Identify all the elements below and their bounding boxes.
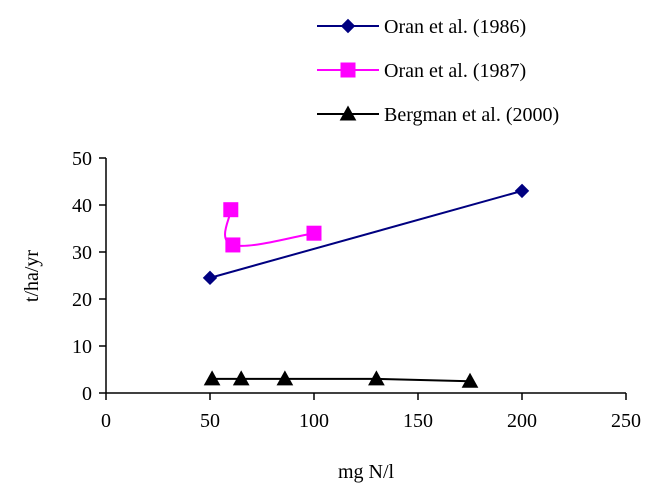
- data-point: [223, 202, 239, 218]
- legend-label: Oran et al. (1986): [384, 16, 526, 38]
- series-line: [209, 189, 523, 279]
- series-lines: [209, 189, 523, 383]
- legend-label: Oran et al. (1987): [384, 60, 526, 82]
- data-point: [306, 225, 322, 241]
- data-point: [202, 270, 218, 286]
- data-point: [514, 183, 530, 199]
- x-tick-label: 200: [507, 410, 537, 432]
- data-point: [276, 370, 294, 386]
- series-line: [212, 377, 471, 383]
- data-point: [368, 370, 385, 386]
- legend-marker: [340, 18, 356, 34]
- y-ticks: 0 10 20 30 40 50: [72, 148, 106, 405]
- data-point: [461, 372, 479, 388]
- x-tick-label: 100: [299, 410, 329, 432]
- y-tick-label: 40: [72, 195, 92, 217]
- series-markers: [202, 183, 530, 388]
- y-tick-label: 20: [72, 289, 92, 311]
- legend: Oran et al. (1986) Oran et al. (1987) Berg…: [317, 16, 559, 126]
- x-tick-label: 50: [200, 410, 220, 432]
- x-axis-label: mg N/l: [338, 461, 395, 483]
- data-point: [232, 370, 250, 386]
- data-point: [203, 370, 221, 386]
- legend-marker: [340, 62, 356, 78]
- x-ticks: 0 50 100 150 200 250: [101, 393, 641, 432]
- y-axis-label: t/ha/yr: [21, 250, 43, 303]
- y-tick-label: 30: [72, 242, 92, 264]
- x-tick-label: 250: [611, 410, 641, 432]
- y-tick-label: 50: [72, 148, 92, 170]
- legend-marker: [339, 105, 357, 121]
- x-tick-label: 150: [403, 410, 433, 432]
- data-point: [225, 237, 241, 253]
- plot-area: 0 50 100 150 200 250 0 10 20 30 40 50: [72, 148, 641, 432]
- x-tick-label: 0: [101, 410, 111, 432]
- y-tick-label: 0: [82, 383, 92, 405]
- y-tick-label: 10: [72, 336, 92, 358]
- legend-label: Bergman et al. (2000): [384, 104, 559, 126]
